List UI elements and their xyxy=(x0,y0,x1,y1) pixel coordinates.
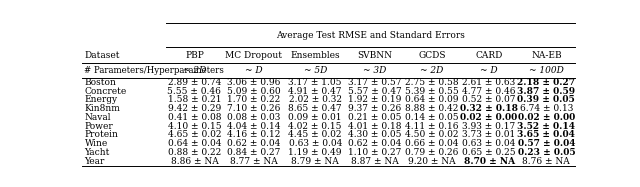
Text: 3.93 ± 0.17: 3.93 ± 0.17 xyxy=(463,122,516,131)
Text: GCDS: GCDS xyxy=(418,51,445,60)
Text: ~ D: ~ D xyxy=(245,66,262,75)
Text: 4.45 ± 0.02: 4.45 ± 0.02 xyxy=(289,131,342,140)
Text: 0.79 ± 0.26: 0.79 ± 0.26 xyxy=(405,148,458,157)
Text: 0.64 ± 0.04: 0.64 ± 0.04 xyxy=(168,139,221,148)
Text: 0.52 ± 0.07: 0.52 ± 0.07 xyxy=(462,95,516,104)
Text: 0.84 ± 0.27: 0.84 ± 0.27 xyxy=(227,148,280,157)
Text: 4.16 ± 0.12: 4.16 ± 0.12 xyxy=(227,131,280,140)
Text: 6.74 ± 0.13: 6.74 ± 0.13 xyxy=(520,104,573,113)
Text: 4.11 ± 0.16: 4.11 ± 0.16 xyxy=(405,122,459,131)
Text: 8.87 ± NA: 8.87 ± NA xyxy=(351,157,399,166)
Text: 8.77 ± NA: 8.77 ± NA xyxy=(230,157,278,166)
Text: 2.89 ± 0.74: 2.89 ± 0.74 xyxy=(168,78,221,87)
Text: 3.87 ± 0.59: 3.87 ± 0.59 xyxy=(517,87,575,96)
Text: 8.86 ± NA: 8.86 ± NA xyxy=(170,157,218,166)
Text: 4.01 ± 0.18: 4.01 ± 0.18 xyxy=(348,122,401,131)
Text: ~ 5D: ~ 5D xyxy=(303,66,327,75)
Text: 0.02 ± 0.00: 0.02 ± 0.00 xyxy=(518,113,575,122)
Text: 9.20 ± NA: 9.20 ± NA xyxy=(408,157,456,166)
Text: 1.92 ± 0.19: 1.92 ± 0.19 xyxy=(348,95,401,104)
Text: 0.39 ± 0.05: 0.39 ± 0.05 xyxy=(518,95,575,104)
Text: 8.79 ± NA: 8.79 ± NA xyxy=(291,157,339,166)
Text: Year: Year xyxy=(84,157,105,166)
Text: 9.42 ± 0.29: 9.42 ± 0.29 xyxy=(168,104,221,113)
Text: 0.14 ± 0.05: 0.14 ± 0.05 xyxy=(405,113,459,122)
Text: 0.88 ± 0.22: 0.88 ± 0.22 xyxy=(168,148,221,157)
Text: 0.63 ± 0.04: 0.63 ± 0.04 xyxy=(289,139,342,148)
Text: Dataset: Dataset xyxy=(84,51,120,60)
Text: ~ 3D: ~ 3D xyxy=(363,66,387,75)
Text: 8.70 ± NA: 8.70 ± NA xyxy=(463,157,515,166)
Text: ~ 100D: ~ 100D xyxy=(529,66,564,75)
Text: 0.64 ± 0.09: 0.64 ± 0.09 xyxy=(405,95,459,104)
Text: 2.18 ± 0.27: 2.18 ± 0.27 xyxy=(517,78,575,87)
Text: Average Test RMSE and Standard Errors: Average Test RMSE and Standard Errors xyxy=(276,30,465,39)
Text: Kin8nm: Kin8nm xyxy=(84,104,120,113)
Text: 1.70 ± 0.22: 1.70 ± 0.22 xyxy=(227,95,280,104)
Text: PBP: PBP xyxy=(185,51,204,60)
Text: 0.66 ± 0.04: 0.66 ± 0.04 xyxy=(405,139,459,148)
Text: 0.23 ± 0.05: 0.23 ± 0.05 xyxy=(518,148,575,157)
Text: 2.02 ± 0.32: 2.02 ± 0.32 xyxy=(289,95,342,104)
Text: ~ 2D: ~ 2D xyxy=(420,66,444,75)
Text: MC Dropout: MC Dropout xyxy=(225,51,282,60)
Text: CARD: CARD xyxy=(476,51,503,60)
Text: 0.32 ± 0.18: 0.32 ± 0.18 xyxy=(460,104,518,113)
Text: 4.50 ± 0.02: 4.50 ± 0.02 xyxy=(405,131,459,140)
Text: 4.65 ± 0.02: 4.65 ± 0.02 xyxy=(168,131,221,140)
Text: 9.37 ± 0.26: 9.37 ± 0.26 xyxy=(348,104,401,113)
Text: 3.17 ± 0.57: 3.17 ± 0.57 xyxy=(348,78,401,87)
Text: 4.02 ± 0.15: 4.02 ± 0.15 xyxy=(289,122,342,131)
Text: 5.55 ± 0.46: 5.55 ± 0.46 xyxy=(168,87,221,96)
Text: 0.57 ± 0.04: 0.57 ± 0.04 xyxy=(518,139,575,148)
Text: 3.06 ± 0.96: 3.06 ± 0.96 xyxy=(227,78,280,87)
Text: 5.57 ± 0.47: 5.57 ± 0.47 xyxy=(348,87,401,96)
Text: 0.62 ± 0.04: 0.62 ± 0.04 xyxy=(348,139,401,148)
Text: 0.62 ± 0.04: 0.62 ± 0.04 xyxy=(227,139,280,148)
Text: 5.09 ± 0.60: 5.09 ± 0.60 xyxy=(227,87,280,96)
Text: Wine: Wine xyxy=(84,139,108,148)
Text: 0.21 ± 0.05: 0.21 ± 0.05 xyxy=(348,113,401,122)
Text: ~ D: ~ D xyxy=(480,66,498,75)
Text: 0.02 ± 0.00: 0.02 ± 0.00 xyxy=(460,113,518,122)
Text: Power: Power xyxy=(84,122,113,131)
Text: 8.65 ± 0.47: 8.65 ± 0.47 xyxy=(289,104,342,113)
Text: 3.17 ± 1.05: 3.17 ± 1.05 xyxy=(289,78,342,87)
Text: 5.39 ± 0.55: 5.39 ± 0.55 xyxy=(405,87,459,96)
Text: NA-EB: NA-EB xyxy=(531,51,562,60)
Text: 4.10 ± 0.15: 4.10 ± 0.15 xyxy=(168,122,221,131)
Text: 4.30 ± 0.05: 4.30 ± 0.05 xyxy=(348,131,401,140)
Text: Naval: Naval xyxy=(84,113,111,122)
Text: 3.73 ± 0.01: 3.73 ± 0.01 xyxy=(463,131,516,140)
Text: 2.75 ± 0.58: 2.75 ± 0.58 xyxy=(405,78,459,87)
Text: 8.88 ± 0.42: 8.88 ± 0.42 xyxy=(405,104,458,113)
Text: 3.65 ± 0.04: 3.65 ± 0.04 xyxy=(517,131,575,140)
Text: Protein: Protein xyxy=(84,131,118,140)
Text: 3.52 ± 0.14: 3.52 ± 0.14 xyxy=(517,122,575,131)
Text: Boston: Boston xyxy=(84,78,116,87)
Text: 0.65 ± 0.25: 0.65 ± 0.25 xyxy=(462,148,516,157)
Text: 4.91 ± 0.47: 4.91 ± 0.47 xyxy=(289,87,342,96)
Text: 4.77 ± 0.46: 4.77 ± 0.46 xyxy=(462,87,516,96)
Text: 0.08 ± 0.03: 0.08 ± 0.03 xyxy=(227,113,280,122)
Text: 1.10 ± 0.27: 1.10 ± 0.27 xyxy=(348,148,401,157)
Text: SVBNN: SVBNN xyxy=(357,51,392,60)
Text: Concrete: Concrete xyxy=(84,87,127,96)
Text: Ensembles: Ensembles xyxy=(291,51,340,60)
Text: 4.04 ± 0.14: 4.04 ± 0.14 xyxy=(227,122,280,131)
Text: 0.09 ± 0.01: 0.09 ± 0.01 xyxy=(289,113,342,122)
Text: 0.41 ± 0.08: 0.41 ± 0.08 xyxy=(168,113,221,122)
Text: 8.76 ± NA: 8.76 ± NA xyxy=(522,157,570,166)
Text: 2.61 ± 0.63: 2.61 ± 0.63 xyxy=(463,78,516,87)
Text: Yacht: Yacht xyxy=(84,148,110,157)
Text: Energy: Energy xyxy=(84,95,118,104)
Text: 1.58 ± 0.21: 1.58 ± 0.21 xyxy=(168,95,221,104)
Text: 7.10 ± 0.26: 7.10 ± 0.26 xyxy=(227,104,280,113)
Text: ~ 2D: ~ 2D xyxy=(183,66,206,75)
Text: # Parameters/Hyperparameters: # Parameters/Hyperparameters xyxy=(84,66,225,75)
Text: 1.19 ± 0.49: 1.19 ± 0.49 xyxy=(289,148,342,157)
Text: 0.63 ± 0.04: 0.63 ± 0.04 xyxy=(463,139,516,148)
